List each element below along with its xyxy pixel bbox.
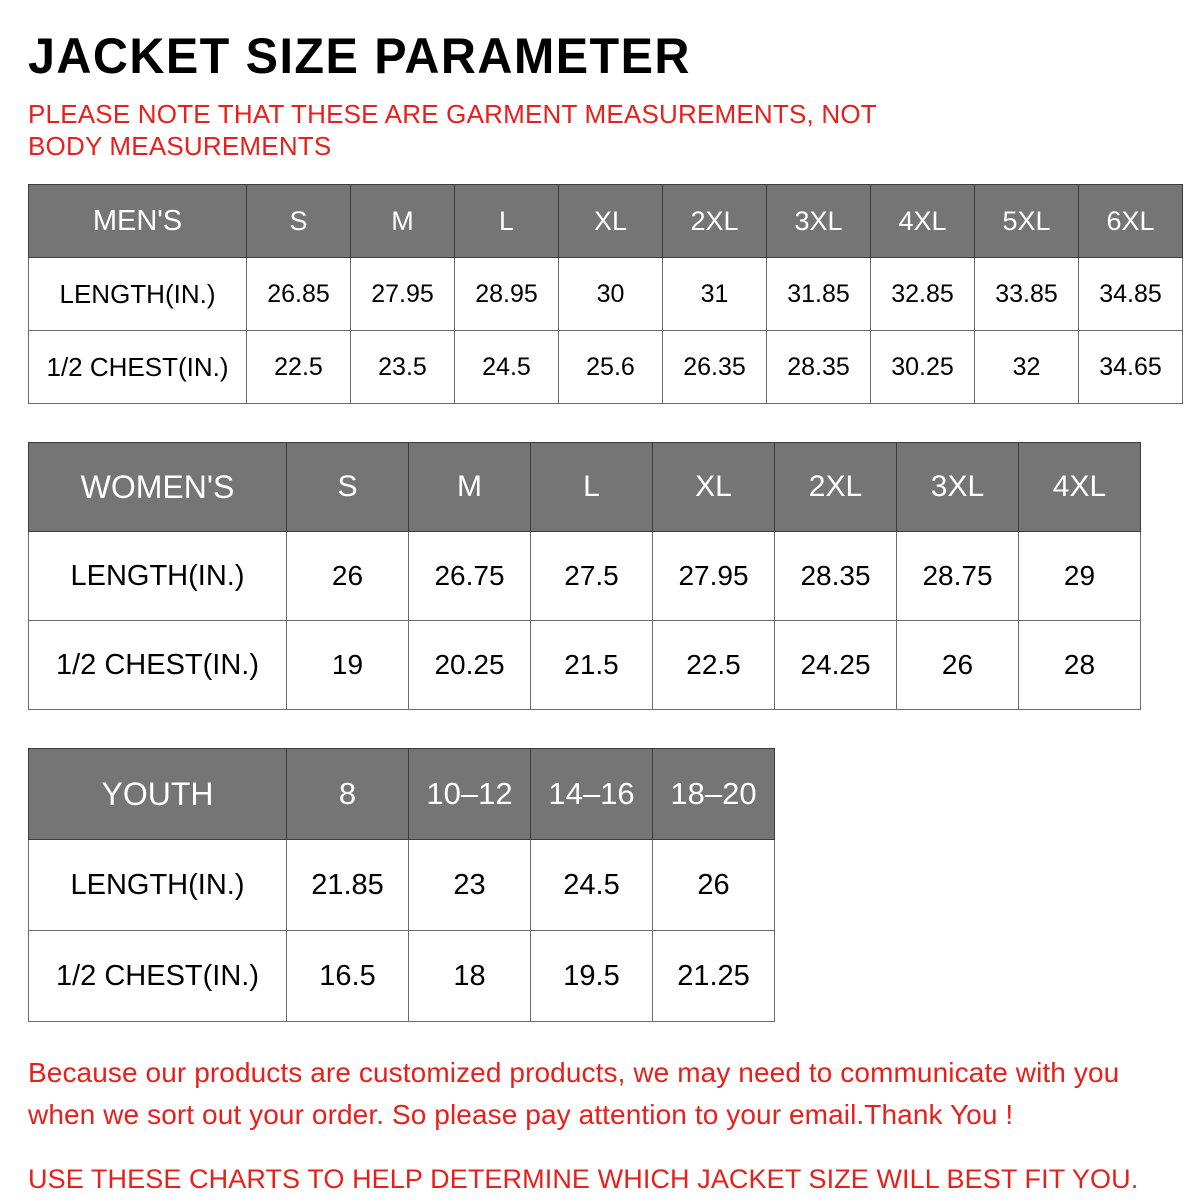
womens-col-m: M	[408, 442, 531, 532]
womens-chest-2xl: 24.25	[774, 620, 897, 710]
mens-col-5xl: 5XL	[974, 184, 1079, 258]
table-header-row: WOMEN'S S M L XL 2XL 3XL 4XL	[28, 442, 1141, 532]
mens-length-5xl: 33.85	[974, 257, 1079, 331]
table-row: LENGTH(IN.) 21.85 23 24.5 26	[28, 839, 775, 931]
mens-length-label: LENGTH(IN.)	[28, 257, 247, 331]
womens-size-table: WOMEN'S S M L XL 2XL 3XL 4XL LENGTH(IN.)…	[28, 442, 1141, 710]
mens-table-header: MEN'S S M L XL 2XL 3XL 4XL 5XL 6XL	[28, 184, 1183, 258]
womens-table-header: WOMEN'S S M L XL 2XL 3XL 4XL	[28, 442, 1141, 532]
youth-table-header: YOUTH 8 10–12 14–16 18–20	[28, 748, 775, 840]
mens-chest-3xl: 28.35	[766, 330, 871, 404]
youth-length-14-16: 24.5	[530, 839, 653, 931]
womens-col-3xl: 3XL	[896, 442, 1019, 532]
mens-chest-4xl: 30.25	[870, 330, 975, 404]
mens-col-s: S	[246, 184, 351, 258]
mens-col-6xl: 6XL	[1078, 184, 1183, 258]
womens-chest-4xl: 28	[1018, 620, 1141, 710]
youth-col-14-16: 14–16	[530, 748, 653, 840]
mens-chest-l: 24.5	[454, 330, 559, 404]
table-row: LENGTH(IN.) 26 26.75 27.5 27.95 28.35 28…	[28, 531, 1141, 621]
mens-length-xl: 30	[558, 257, 663, 331]
youth-chest-10-12: 18	[408, 930, 531, 1022]
youth-length-10-12: 23	[408, 839, 531, 931]
mens-chest-s: 22.5	[246, 330, 351, 404]
womens-col-2xl: 2XL	[774, 442, 897, 532]
table-header-row: YOUTH 8 10–12 14–16 18–20	[28, 748, 775, 840]
table-row: LENGTH(IN.) 26.85 27.95 28.95 30 31 31.8…	[28, 257, 1183, 331]
mens-col-l: L	[454, 184, 559, 258]
womens-chest-m: 20.25	[408, 620, 531, 710]
mens-length-6xl: 34.85	[1078, 257, 1183, 331]
mens-length-4xl: 32.85	[870, 257, 975, 331]
mens-chest-2xl: 26.35	[662, 330, 767, 404]
mens-corner-label: MEN'S	[28, 184, 247, 258]
table-row: 1/2 CHEST(IN.) 16.5 18 19.5 21.25	[28, 930, 775, 1022]
womens-length-xl: 27.95	[652, 531, 775, 621]
size-guidance-note: USE THESE CHARTS TO HELP DETERMINE WHICH…	[28, 1164, 1139, 1194]
womens-length-m: 26.75	[408, 531, 531, 621]
table-row: 1/2 CHEST(IN.) 22.5 23.5 24.5 25.6 26.35…	[28, 330, 1183, 404]
mens-col-xl: XL	[558, 184, 663, 258]
mens-table-body: LENGTH(IN.) 26.85 27.95 28.95 30 31 31.8…	[28, 257, 1183, 404]
table-row: 1/2 CHEST(IN.) 19 20.25 21.5 22.5 24.25 …	[28, 620, 1141, 710]
womens-length-4xl: 29	[1018, 531, 1141, 621]
mens-length-s: 26.85	[246, 257, 351, 331]
mens-chest-label: 1/2 CHEST(IN.)	[28, 330, 247, 404]
womens-chest-s: 19	[286, 620, 409, 710]
womens-length-s: 26	[286, 531, 409, 621]
youth-chest-14-16: 19.5	[530, 930, 653, 1022]
footer: Because our products are customized prod…	[28, 1052, 1172, 1196]
mens-col-m: M	[350, 184, 455, 258]
womens-table-body: LENGTH(IN.) 26 26.75 27.5 27.95 28.35 28…	[28, 531, 1141, 710]
womens-chest-xl: 22.5	[652, 620, 775, 710]
mens-col-3xl: 3XL	[766, 184, 871, 258]
mens-col-4xl: 4XL	[870, 184, 975, 258]
youth-size-table: YOUTH 8 10–12 14–16 18–20 LENGTH(IN.) 21…	[28, 748, 775, 1022]
youth-length-label: LENGTH(IN.)	[28, 839, 287, 931]
womens-col-4xl: 4XL	[1018, 442, 1141, 532]
womens-col-s: S	[286, 442, 409, 532]
womens-col-xl: XL	[652, 442, 775, 532]
womens-length-2xl: 28.35	[774, 531, 897, 621]
womens-length-3xl: 28.75	[896, 531, 1019, 621]
womens-chest-l: 21.5	[530, 620, 653, 710]
youth-chest-8: 16.5	[286, 930, 409, 1022]
womens-chest-label: 1/2 CHEST(IN.)	[28, 620, 287, 710]
mens-chest-6xl: 34.65	[1078, 330, 1183, 404]
youth-length-18-20: 26	[652, 839, 775, 931]
womens-chest-3xl: 26	[896, 620, 1019, 710]
mens-size-table: MEN'S S M L XL 2XL 3XL 4XL 5XL 6XL LENGT…	[28, 184, 1183, 404]
youth-chest-18-20: 21.25	[652, 930, 775, 1022]
mens-length-3xl: 31.85	[766, 257, 871, 331]
womens-length-label: LENGTH(IN.)	[28, 531, 287, 621]
mens-length-m: 27.95	[350, 257, 455, 331]
mens-chest-xl: 25.6	[558, 330, 663, 404]
youth-table-body: LENGTH(IN.) 21.85 23 24.5 26 1/2 CHEST(I…	[28, 839, 775, 1022]
youth-col-10-12: 10–12	[408, 748, 531, 840]
customization-note: Because our products are customized prod…	[28, 1057, 1120, 1130]
youth-length-8: 21.85	[286, 839, 409, 931]
youth-corner-label: YOUTH	[28, 748, 287, 840]
youth-chest-label: 1/2 CHEST(IN.)	[28, 930, 287, 1022]
youth-col-18-20: 18–20	[652, 748, 775, 840]
mens-chest-m: 23.5	[350, 330, 455, 404]
womens-corner-label: WOMEN'S	[28, 442, 287, 532]
womens-length-l: 27.5	[530, 531, 653, 621]
youth-col-8: 8	[286, 748, 409, 840]
mens-col-2xl: 2XL	[662, 184, 767, 258]
mens-length-l: 28.95	[454, 257, 559, 331]
mens-length-2xl: 31	[662, 257, 767, 331]
table-header-row: MEN'S S M L XL 2XL 3XL 4XL 5XL 6XL	[28, 184, 1183, 258]
measurement-disclaimer: PLEASE NOTE THAT THESE ARE GARMENT MEASU…	[28, 99, 877, 161]
womens-col-l: L	[530, 442, 653, 532]
mens-chest-5xl: 32	[974, 330, 1079, 404]
page-title: JACKET SIZE PARAMETER	[28, 28, 691, 84]
